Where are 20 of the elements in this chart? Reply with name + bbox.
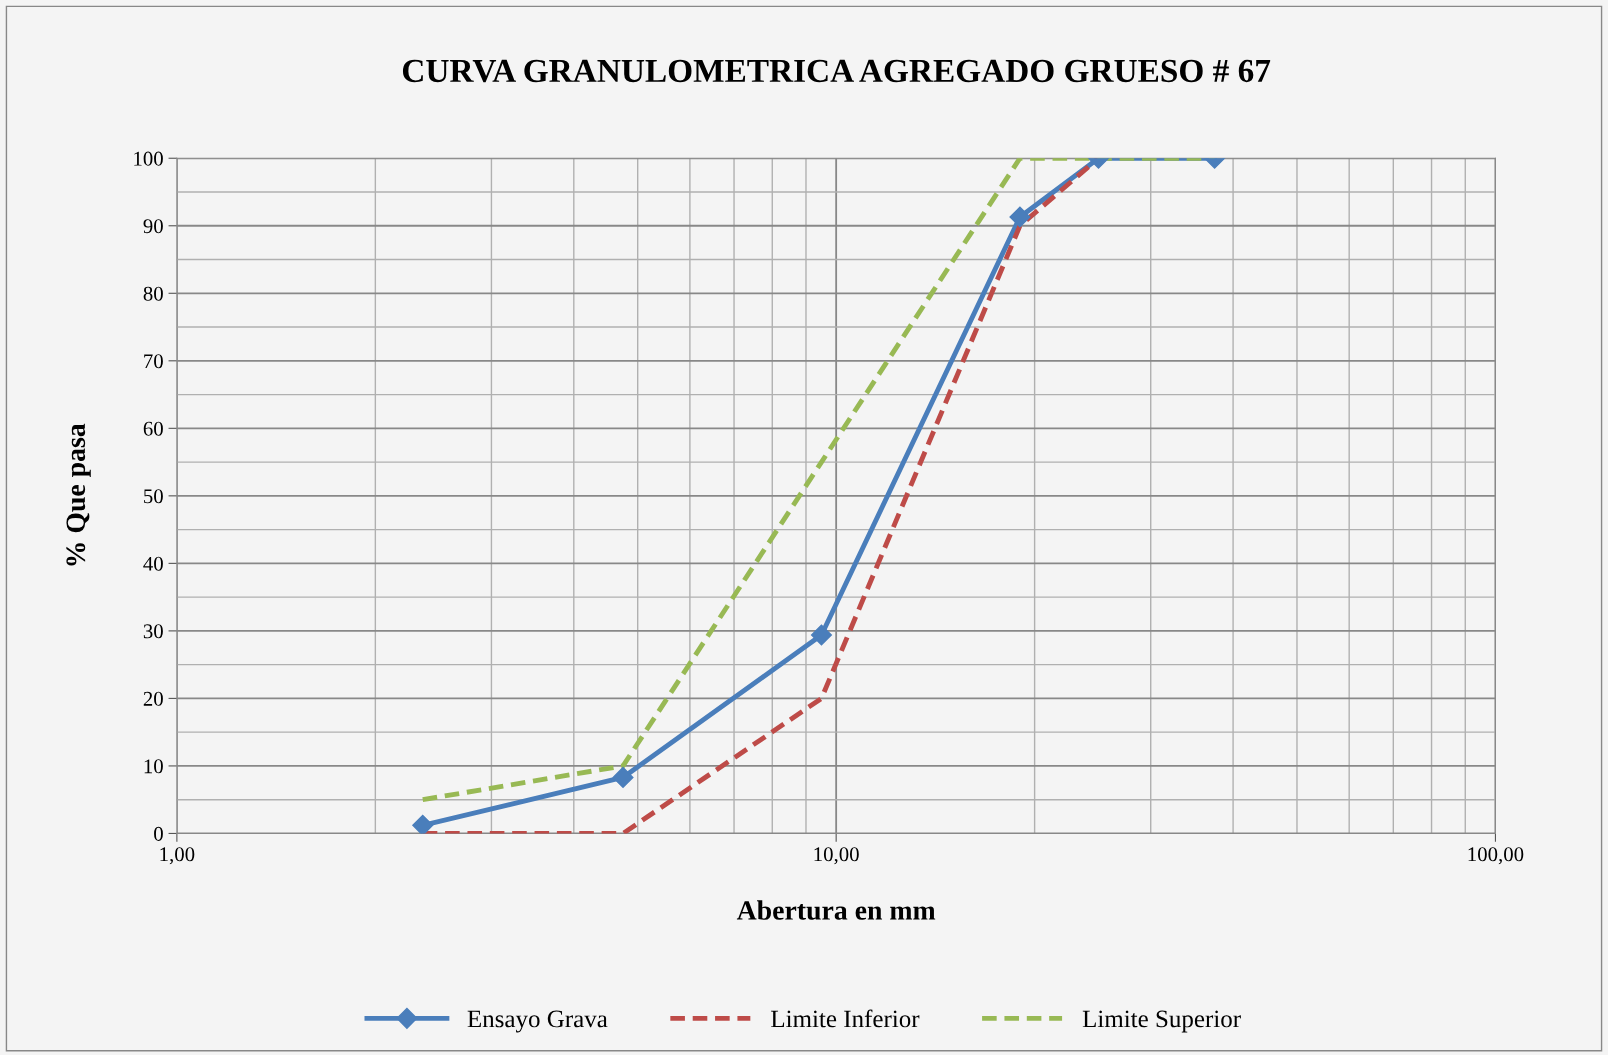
y-tick-label: 60 (143, 421, 163, 436)
y-tick-label: 0 (154, 826, 163, 841)
x-tick-label: 100,00 (1468, 847, 1524, 865)
y-tick-label: 20 (143, 691, 163, 706)
y-tick-label: 100 (134, 151, 163, 166)
y-tick-label: 40 (143, 556, 163, 571)
x-tick-label: 10,00 (814, 847, 859, 865)
x-axis-title: Abertura en mm (736, 900, 936, 920)
y-tick-label: 80 (143, 286, 163, 301)
y-tick-label: 50 (144, 489, 163, 504)
legend-label: Limite Inferior (771, 1009, 920, 1028)
y-tick-label: 70 (144, 354, 163, 369)
y-axis-title: % Que pasa (66, 423, 91, 566)
legend-label: Limite Superior (1082, 1010, 1241, 1033)
x-tick-label: 1,00 (160, 847, 195, 865)
chart-title: CURVA GRANULOMETRICA AGREGADO GRUESO # 67 (402, 59, 1271, 83)
y-tick-label: 90 (143, 219, 163, 234)
legend-label: Ensayo Grava (467, 1010, 608, 1033)
y-tick-label: 30 (143, 624, 163, 639)
y-tick-label: 10 (144, 759, 163, 774)
